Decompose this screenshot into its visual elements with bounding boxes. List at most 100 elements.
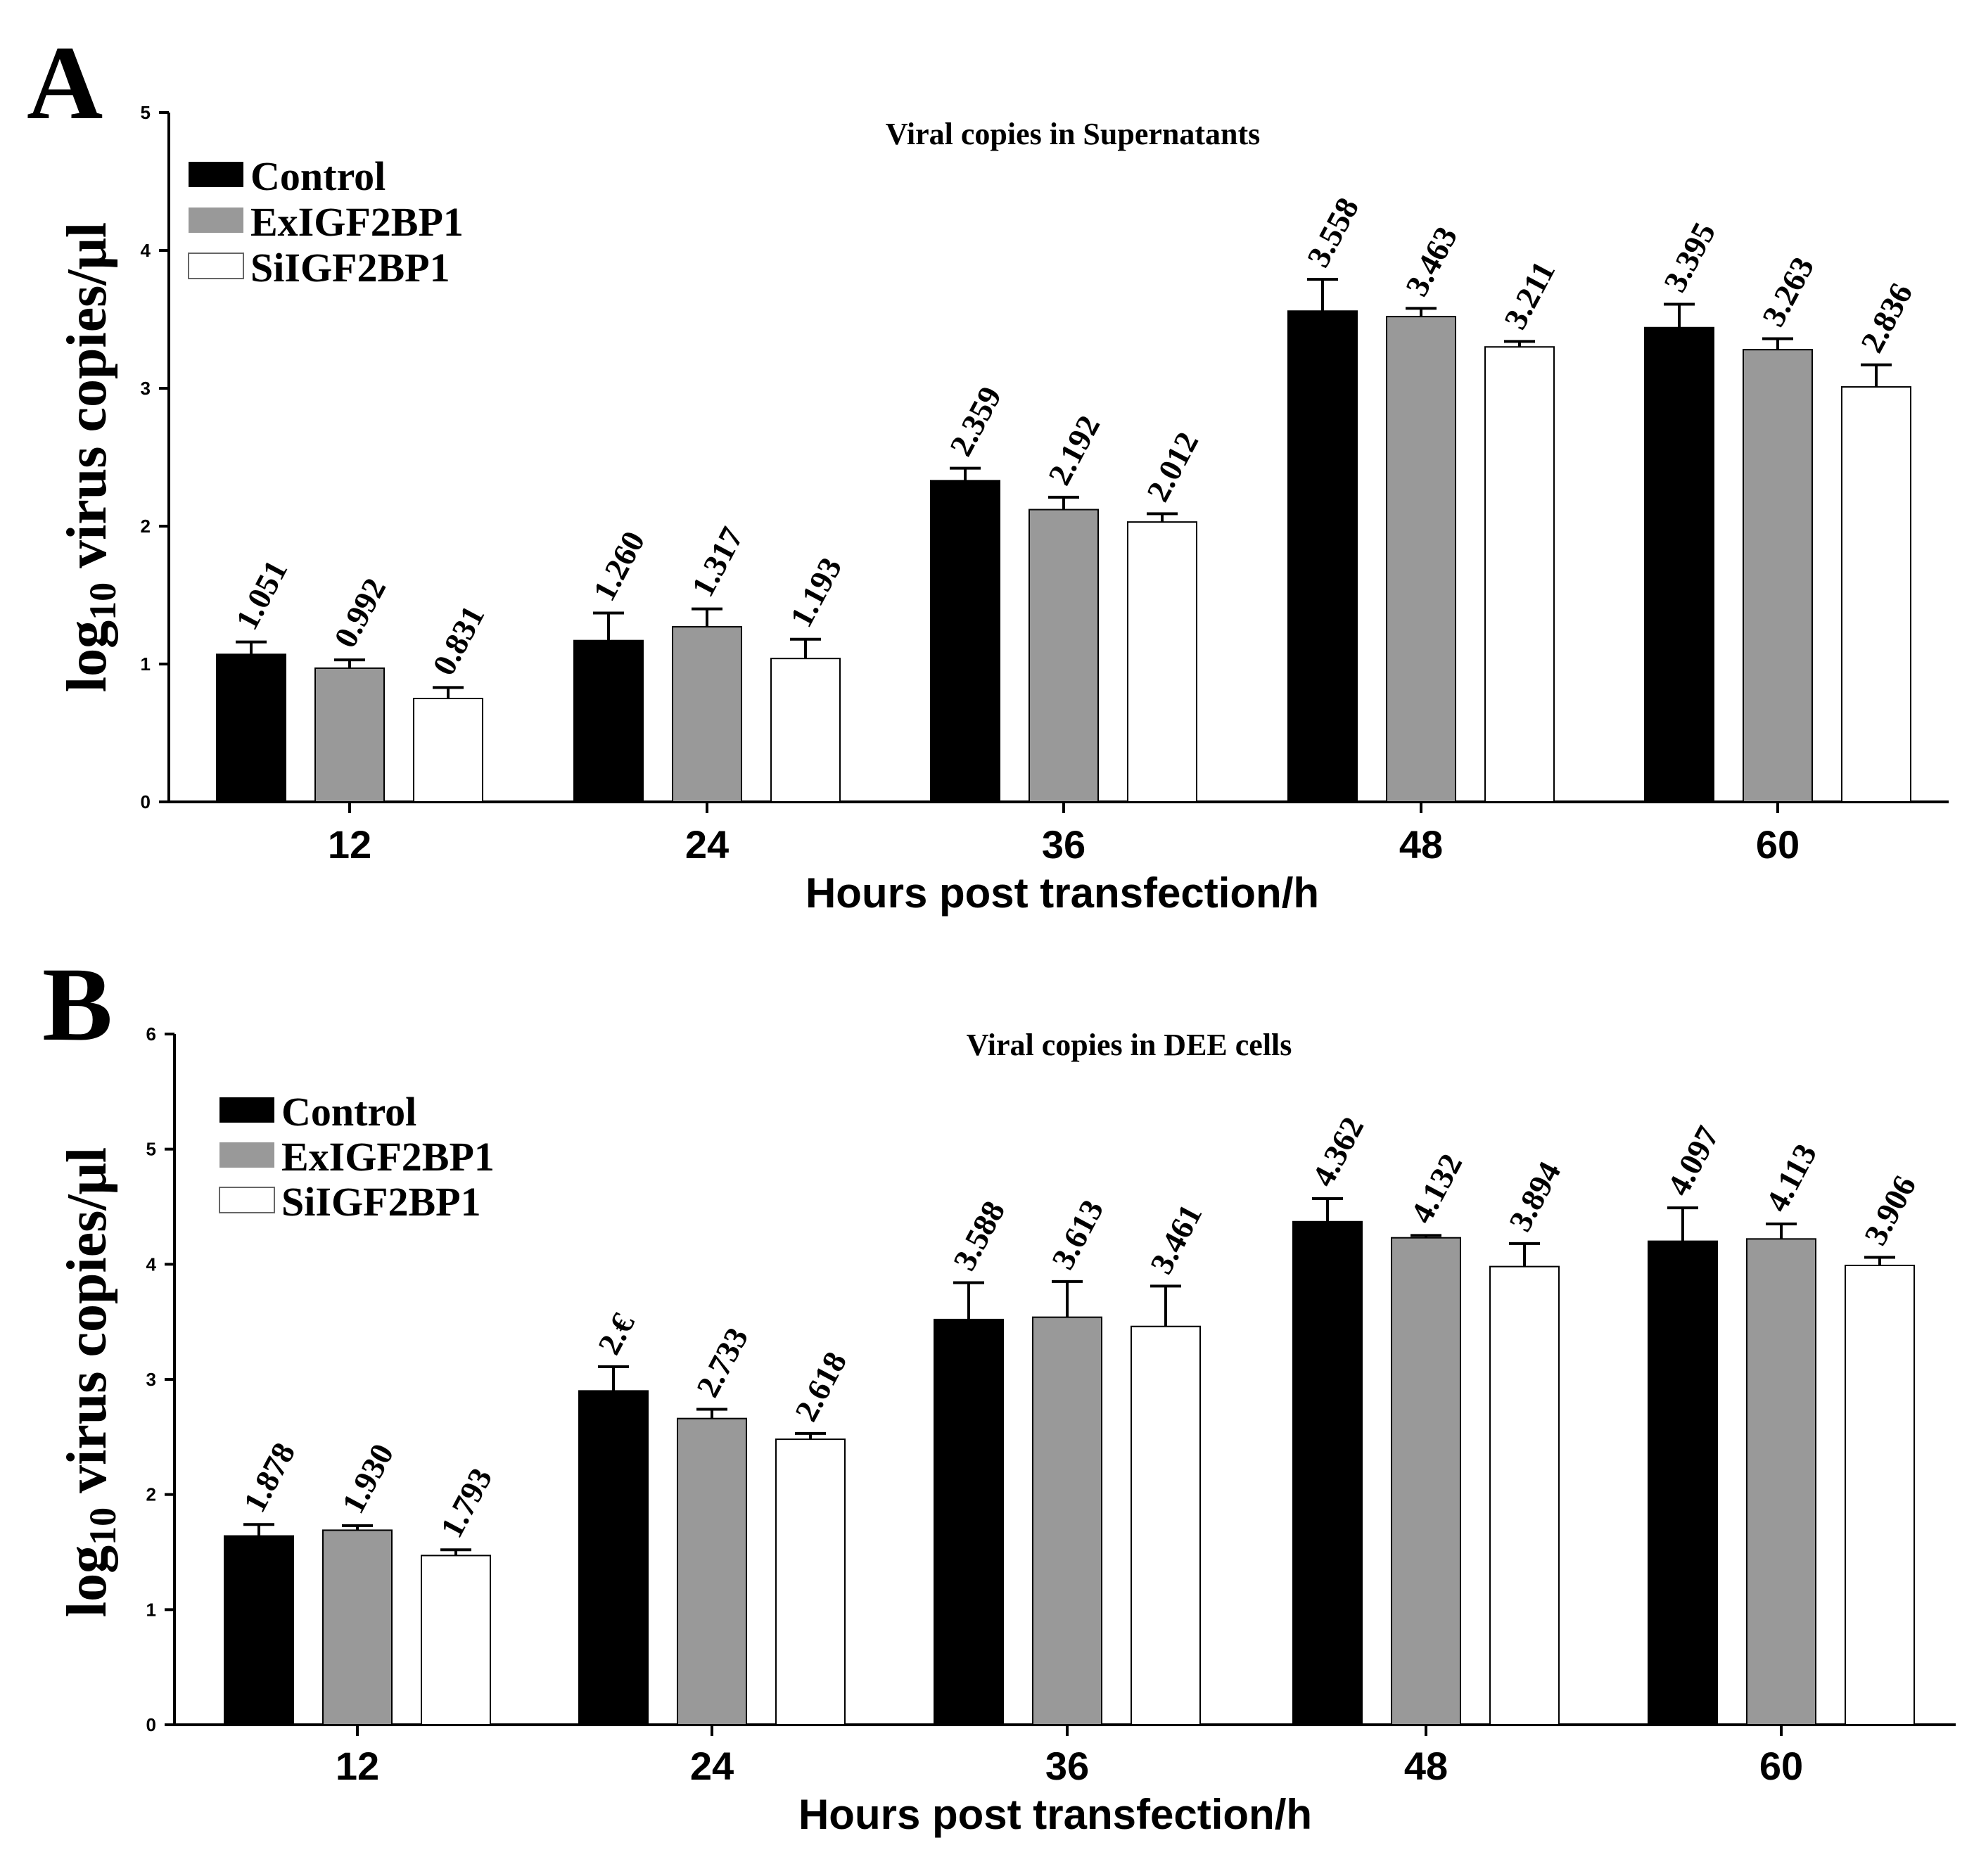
y-tick-label: 0	[146, 1714, 156, 1735]
data-label: 2.€	[591, 1308, 642, 1360]
bar-exigf2bp1-36	[1029, 509, 1099, 803]
x-tick-label: 60	[1759, 1744, 1803, 1788]
y-tick-label: 1	[141, 653, 151, 675]
y-tick-label: 3	[141, 378, 151, 399]
data-label: 3.588	[946, 1195, 1012, 1276]
y-axis-title-log: log	[56, 1545, 118, 1617]
data-label: 3.395	[1657, 217, 1723, 298]
bar-control-60	[1644, 326, 1714, 803]
data-label: 3.211	[1497, 255, 1562, 335]
data-label: 2.836	[1854, 277, 1920, 358]
bar-exigf2bp1-48	[1386, 316, 1456, 803]
data-label: 1.317	[684, 521, 751, 602]
data-label: 0.992	[327, 572, 393, 653]
bar-control-36	[930, 480, 1000, 803]
data-label: 4.362	[1305, 1111, 1371, 1192]
bar-control-12	[224, 1535, 294, 1725]
legend-label-control: Control	[250, 153, 386, 199]
bar-siigf2bp1-48	[1484, 346, 1555, 803]
y-tick-label: 2	[141, 516, 151, 537]
bar-control-12	[216, 653, 286, 803]
x-tick-label: 60	[1756, 822, 1800, 867]
data-label: 4.132	[1403, 1148, 1470, 1229]
legend-swatch-control	[219, 1097, 274, 1123]
y-axis-title-sub: 10	[82, 582, 124, 620]
data-label: 3.463	[1399, 221, 1465, 302]
data-label: 3.613	[1045, 1194, 1111, 1275]
bar-siigf2bp1-60	[1841, 386, 1911, 803]
x-axis-title: Hours post transfection/h	[798, 1791, 1312, 1838]
bar-control-24	[578, 1390, 649, 1726]
data-label: 2.192	[1041, 409, 1107, 490]
legend-label-siigf2bp1: SiIGF2BP1	[281, 1179, 481, 1225]
bar-exigf2bp1-60	[1743, 349, 1813, 803]
data-label: 3.558	[1300, 192, 1366, 273]
bar-control-36	[934, 1318, 1004, 1725]
data-label: 1.260	[586, 525, 652, 606]
data-label: 1.793	[433, 1462, 499, 1543]
data-label: 0.831	[426, 600, 492, 681]
y-tick-label: 6	[146, 1023, 156, 1045]
bar-siigf2bp1-12	[421, 1555, 491, 1725]
data-label: 2.618	[788, 1346, 854, 1427]
x-tick-label: 12	[328, 822, 371, 867]
data-label: 4.113	[1759, 1138, 1823, 1218]
bar-siigf2bp1-36	[1131, 1325, 1201, 1726]
legend-label-control: Control	[281, 1089, 416, 1135]
y-tick-label: 5	[141, 102, 151, 123]
legend-swatch-siigf2bp1	[188, 253, 244, 279]
y-axis-title-rest: virus copies/μl	[56, 222, 118, 582]
bar-siigf2bp1-24	[775, 1438, 846, 1726]
x-tick-label: 36	[1042, 822, 1085, 867]
chart-title: Viral copies in Supernatants	[886, 117, 1261, 151]
x-axis-title: Hours post transfection/h	[805, 869, 1319, 917]
legend-label-siigf2bp1: SiIGF2BP1	[250, 245, 450, 291]
data-label: 1.878	[236, 1437, 303, 1518]
y-axis-title-sub: 10	[82, 1507, 124, 1545]
data-label: 1.930	[335, 1438, 401, 1519]
bar-exigf2bp1-12	[322, 1529, 393, 1725]
y-tick-label: 3	[146, 1369, 156, 1390]
data-label: 3.461	[1143, 1199, 1209, 1280]
data-label: 2.733	[689, 1322, 756, 1403]
bar-siigf2bp1-12	[413, 698, 483, 803]
data-label: 3.894	[1502, 1156, 1568, 1237]
bar-control-48	[1287, 310, 1358, 803]
y-tick-label: 4	[141, 240, 151, 261]
x-tick-label: 36	[1045, 1744, 1089, 1788]
bar-control-24	[573, 639, 644, 803]
y-axis-title: log10 virus copies/μl	[56, 222, 124, 692]
bar-siigf2bp1-24	[770, 658, 841, 803]
bar-exigf2bp1-60	[1746, 1238, 1816, 1725]
x-tick-label: 48	[1399, 822, 1443, 867]
y-axis-title-rest: virus copies/μl	[56, 1147, 118, 1507]
x-tick-label: 48	[1404, 1744, 1448, 1788]
x-tick-label: 24	[685, 822, 729, 867]
legend-swatch-siigf2bp1	[219, 1187, 275, 1213]
y-tick-label: 1	[146, 1599, 156, 1620]
bar-siigf2bp1-60	[1845, 1264, 1915, 1725]
y-tick-label: 4	[146, 1253, 157, 1275]
data-label: 1.193	[783, 551, 849, 632]
legend-swatch-control	[189, 162, 243, 187]
data-label: 2.012	[1140, 426, 1206, 507]
bar-siigf2bp1-36	[1127, 521, 1197, 803]
panel-letter: B	[42, 946, 113, 1063]
bar-control-48	[1292, 1220, 1363, 1725]
y-axis-title: log10 virus copies/μl	[56, 1147, 124, 1617]
data-label: 4.097	[1660, 1121, 1726, 1201]
bar-exigf2bp1-24	[677, 1417, 747, 1725]
y-axis-title-log: log	[56, 620, 118, 692]
y-tick-label: 2	[146, 1484, 156, 1505]
legend-swatch-exigf2bp1	[219, 1142, 274, 1168]
data-label: 2.359	[943, 381, 1009, 461]
legend-swatch-exigf2bp1	[189, 208, 243, 233]
bar-control-60	[1648, 1240, 1718, 1725]
bar-siigf2bp1-48	[1489, 1265, 1560, 1725]
panel-letter: A	[27, 25, 103, 141]
bar-exigf2bp1-24	[672, 626, 742, 803]
bar-exigf2bp1-48	[1391, 1237, 1461, 1725]
data-label: 3.263	[1755, 251, 1821, 332]
